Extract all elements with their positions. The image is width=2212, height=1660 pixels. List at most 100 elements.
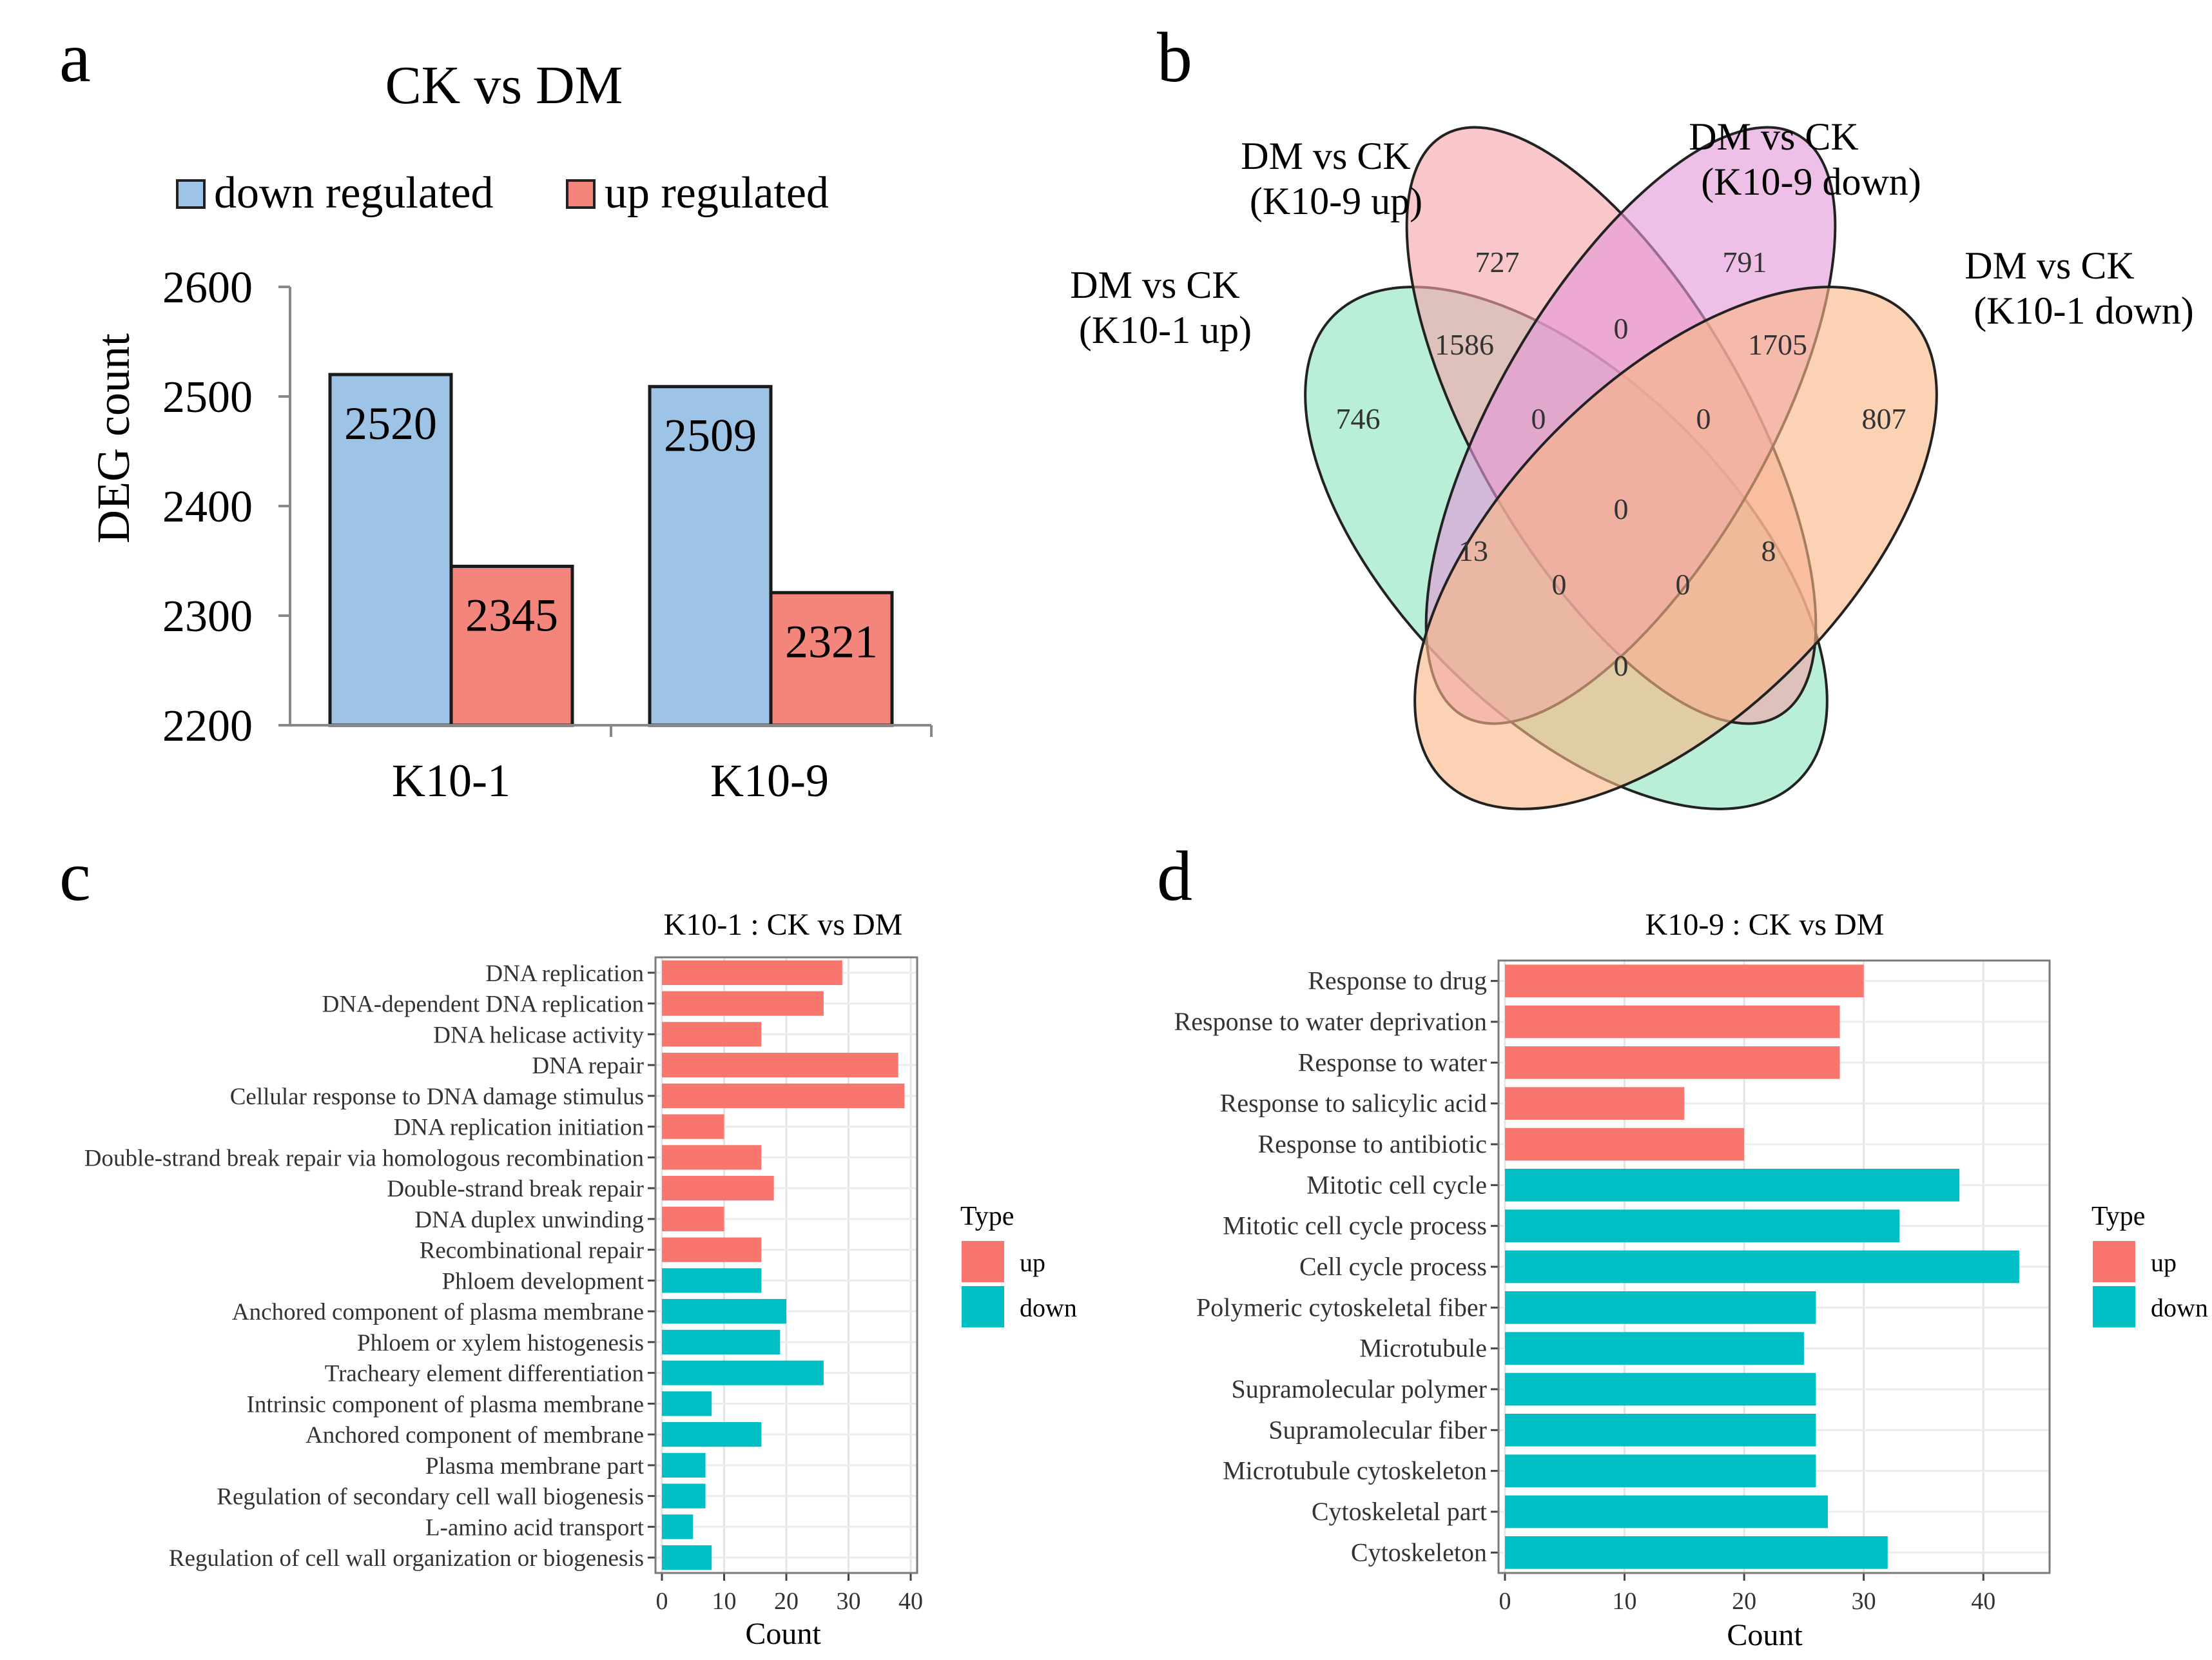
venn-region-a: 746 <box>1336 402 1381 435</box>
legend-label-up: up regulated <box>605 168 829 218</box>
venn-label-a-line2: (K10-1 up) <box>1079 309 1252 351</box>
bar-label-k10-9-up-regulated: 2321 <box>785 616 878 667</box>
panel-c-chart: 0 10 20 30 40 DNA replication DNA-dependent DN… <box>84 956 923 1615</box>
c-bar-dna-repair <box>662 1053 898 1078</box>
c-bar-dna-helicase-activity <box>662 1022 762 1047</box>
c-label-regulation-of-secondary-cell-wall-biogenesis: Regulation of secondary cell wall biogen… <box>217 1484 644 1510</box>
d-label-microtubule: Microtubule <box>1359 1334 1487 1363</box>
venn-region-abc: 0 <box>1531 402 1546 435</box>
panel-c-legend-swatch-down <box>962 1286 1004 1327</box>
d-bar-response-to-water <box>1505 1046 1840 1079</box>
panel-d-chart: 0 10 20 30 40 Response to drug Response to wat… <box>1174 959 2051 1615</box>
bar-k10-1-down-regulated <box>328 373 453 727</box>
venn-diagram <box>1304 126 1938 810</box>
y-tick-label-2200: 2200 <box>162 701 253 751</box>
c-bar-double-strand-break-repair <box>662 1176 774 1201</box>
c-x-tick-label-30: 30 <box>837 1588 861 1615</box>
panel-d-legend-swatch-up <box>2093 1241 2135 1282</box>
d-label-cytoskeleton: Cytoskeleton <box>1351 1538 1487 1567</box>
panel-a-ylabel: DEG count <box>88 333 139 543</box>
panel-d-letter: d <box>1157 837 1192 915</box>
d-bar-cytoskeleton <box>1505 1536 1888 1569</box>
panel-a-bars: 2520 2345 2509 2321 <box>328 373 894 727</box>
c-x-tick-label-40: 40 <box>898 1588 923 1615</box>
panel-c-legend-label-up: up <box>1020 1248 1045 1277</box>
d-label-supramolecular-fiber: Supramolecular fiber <box>1268 1415 1487 1444</box>
panel-d-legend-swatch-down <box>2093 1286 2135 1327</box>
c-bar-double-strand-break-repair-via-homologous-recombination <box>662 1145 762 1170</box>
venn-label-c-line2: (K10-9 down) <box>1701 161 1921 203</box>
c-bar-recombinational-repair <box>662 1237 762 1262</box>
d-label-mitotic-cell-cycle-process: Mitotic cell cycle process <box>1223 1211 1487 1240</box>
d-x-tick-label-10: 10 <box>1613 1588 1637 1615</box>
panel-d: d K10-9 : CK vs DM 0 10 20 30 40 Response to … <box>1157 837 2208 1652</box>
d-bar-microtubule <box>1505 1332 1804 1365</box>
bar-k10-9-up-regulated <box>769 591 894 727</box>
d-bar-response-to-drug <box>1505 964 1864 997</box>
c-label-dna-replication: DNA replication <box>485 961 644 987</box>
venn-label-d-line1: DM vs CK <box>1965 244 2134 287</box>
venn-region-ac: 13 <box>1459 534 1488 567</box>
c-bar-l-amino-acid-transport <box>662 1514 694 1539</box>
venn-region-b: 727 <box>1475 246 1520 278</box>
venn-region-values: 746 727 791 807 1586 0 1705 0 0 0 13 8 0… <box>1336 246 1906 682</box>
panel-a: a CK vs DM down regulated up regulated D… <box>59 18 933 806</box>
panel-c-xlabel: Count <box>745 1617 821 1651</box>
c-label-tracheary-element-differentiation: Tracheary element differentiation <box>325 1361 644 1387</box>
d-bar-cytoskeletal-part <box>1505 1495 1828 1528</box>
bar-k10-9-down-regulated <box>648 385 773 727</box>
c-label-l-amino-acid-transport: L-amino acid transport <box>425 1514 645 1541</box>
panel-a-legend: down regulated up regulated <box>176 168 829 218</box>
venn-region-abd: 0 <box>1676 568 1691 601</box>
c-bar-regulation-of-cell-wall-organization-or-biogenesis <box>662 1545 712 1570</box>
d-bar-mitotic-cell-cycle <box>1505 1169 1960 1202</box>
venn-region-c: 791 <box>1723 246 1767 278</box>
panel-d-legend-label-down: down <box>2151 1293 2208 1322</box>
legend-swatch-down <box>176 179 206 209</box>
legend-swatch-up <box>566 179 596 209</box>
d-bar-supramolecular-fiber <box>1505 1414 1816 1447</box>
d-bar-polymeric-cytoskeletal-fiber <box>1505 1291 1816 1324</box>
bar-label-k10-1-down-regulated: 2520 <box>344 398 437 449</box>
c-label-cellular-response-to-dna-damage-stimulus: Cellular response to DNA damage stimulus <box>230 1084 644 1110</box>
c-bar-plasma-membrane-part <box>662 1452 706 1478</box>
bar-label-k10-1-up-regulated: 2345 <box>465 590 558 641</box>
d-bar-mitotic-cell-cycle-process <box>1505 1209 1900 1242</box>
c-bar-phloem-or-xylem-histogenesis <box>662 1329 781 1354</box>
c-label-dna-duplex-unwinding: DNA duplex unwinding <box>414 1207 644 1233</box>
c-label-double-strand-break-repair-via-homologous-recombination: Double-strand break repair via homologou… <box>84 1145 644 1171</box>
c-label-anchored-component-of-plasma-membrane: Anchored component of plasma membrane <box>232 1299 644 1325</box>
venn-region-abcd: 0 <box>1614 493 1629 525</box>
d-plot-border <box>1497 959 2051 1574</box>
d-label-response-to-salicylic-acid: Response to salicylic acid <box>1220 1089 1487 1118</box>
d-label-response-to-water-deprivation: Response to water deprivation <box>1174 1007 1487 1036</box>
d-x-tick-label-20: 20 <box>1732 1588 1756 1615</box>
y-tick-label-2500: 2500 <box>162 373 253 422</box>
c-label-dna-repair: DNA repair <box>532 1053 644 1079</box>
c-label-plasma-membrane-part: Plasma membrane part <box>425 1453 645 1479</box>
c-bar-anchored-component-of-membrane <box>662 1422 762 1447</box>
panel-a-letter: a <box>59 18 91 97</box>
c-label-dna-replication-initiation: DNA replication initiation <box>394 1115 644 1141</box>
d-x-tick-label-40: 40 <box>1971 1588 1995 1615</box>
d-label-mitotic-cell-cycle: Mitotic cell cycle <box>1306 1170 1487 1199</box>
venn-label-d-line2: (K10-1 down) <box>1974 289 2194 332</box>
panel-a-y-ticks: 2200 2300 2400 2500 2600 <box>162 263 290 751</box>
d-label-response-to-water: Response to water <box>1298 1048 1487 1077</box>
c-bar-cellular-response-to-dna-damage-stimulus <box>662 1083 905 1108</box>
d-label-microtubule-cytoskeleton: Microtubule cytoskeleton <box>1223 1456 1487 1485</box>
c-bar-phloem-development <box>662 1268 762 1293</box>
venn-region-ad: 0 <box>1614 649 1629 682</box>
venn-region-ab: 1586 <box>1435 328 1494 361</box>
panel-c-legend-swatch-up <box>962 1241 1004 1282</box>
c-label-dna-helicase-activity: DNA helicase activity <box>433 1022 644 1048</box>
d-x-tick-label-0: 0 <box>1499 1588 1511 1615</box>
panel-d-legend-label-up: up <box>2151 1248 2177 1277</box>
panel-c-legend-label-down: down <box>1020 1293 1077 1322</box>
c-bar-dna-duplex-unwinding <box>662 1206 724 1231</box>
d-bar-microtubule-cytoskeleton <box>1505 1454 1816 1487</box>
c-label-phloem-development: Phloem development <box>442 1268 645 1294</box>
d-bar-response-to-salicylic-acid <box>1505 1087 1685 1120</box>
